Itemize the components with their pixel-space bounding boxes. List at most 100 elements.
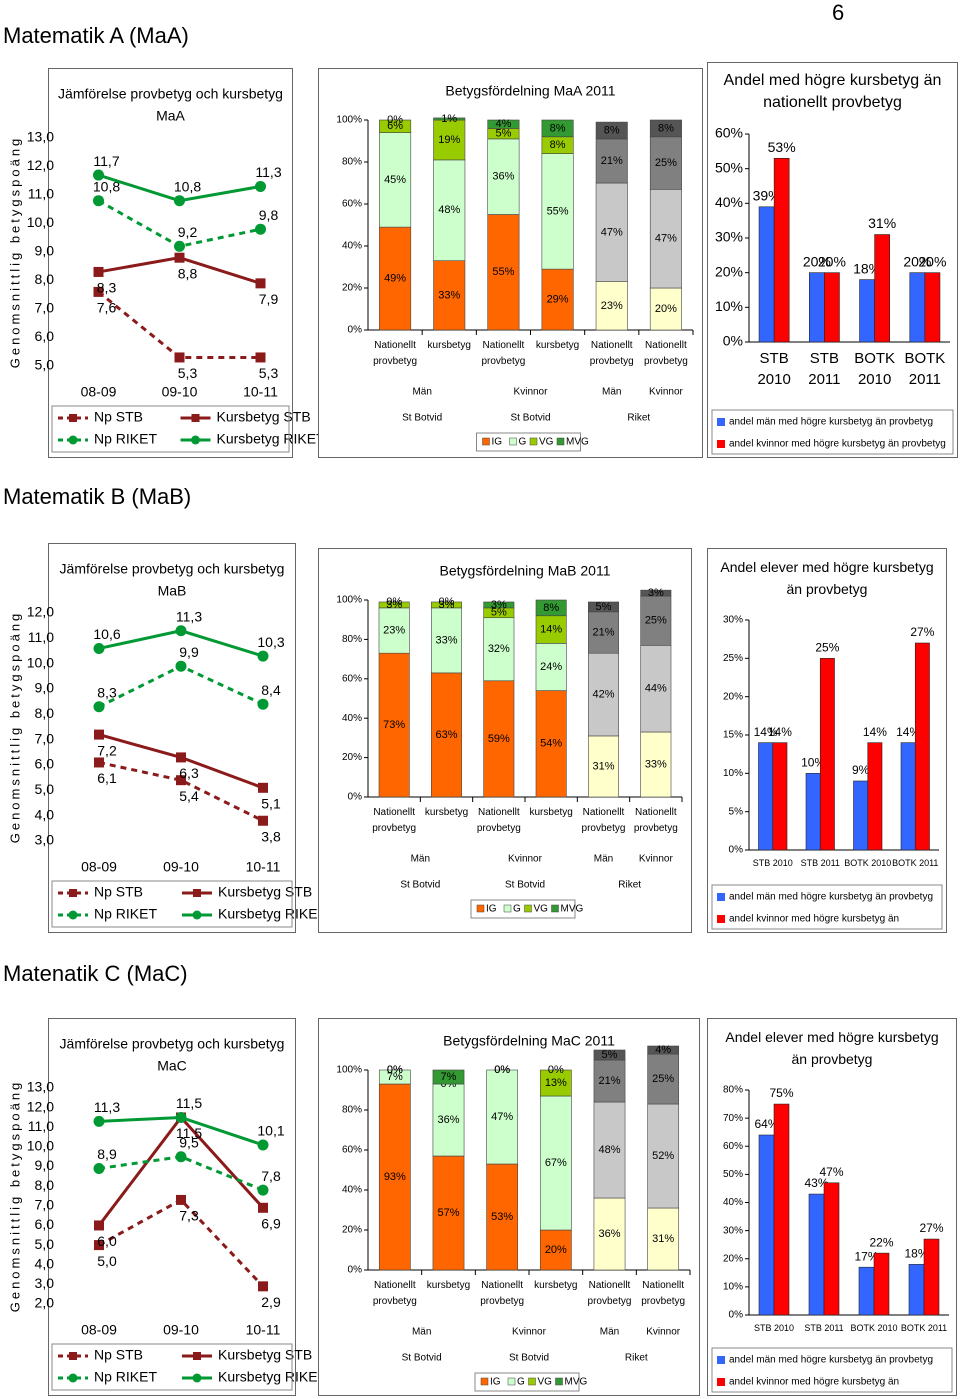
bar-segment [433,117,466,121]
data-label: 3% [439,599,455,611]
data-label: 63% [435,729,457,741]
data-label: 11,3 [176,608,202,624]
data-label: 8% [543,602,559,614]
point [93,266,104,277]
data-label: 11,7 [93,153,119,169]
bar-segment [535,690,567,798]
data-label: 57% [437,1207,459,1219]
data-label: 3% [648,587,664,599]
data-label: 0% [386,596,402,608]
data-label: 11,5 [176,1125,202,1141]
bar [858,1266,875,1316]
data-label: 7,2 [97,742,117,758]
legend-label: Np RIKET [94,906,157,922]
point [176,752,186,763]
data-label: 25% [815,641,839,655]
bar-segment [647,1053,680,1105]
group-label: St Botvid [400,880,440,891]
legend-label: G [517,1377,525,1388]
data-label: 32% [488,643,510,655]
data-label: 20% [903,253,931,269]
y-tick-label: 30% [715,229,743,245]
legend-box [711,1347,953,1393]
legend-swatch [717,1356,725,1364]
x-tick-label: BOTK 2011 [904,350,946,388]
chart-frame [48,1018,296,1396]
data-label: 36% [492,171,514,183]
x-tick-label: Nationellt provbetyg [481,340,526,367]
data-label: 27% [919,1221,943,1235]
data-label: 6,1 [97,770,117,786]
legend-box [51,880,293,928]
x-tick-label: 10-11 [246,859,281,875]
data-label: 9,8 [259,207,279,223]
y-tick-label: 11,0 [28,629,54,645]
bar [823,1182,840,1316]
legend-label: G [513,904,521,915]
group-label: St Botvid [505,880,545,891]
point [175,660,187,672]
bar-segment [535,643,567,691]
point [257,1139,269,1151]
text-box: kursbetyg [534,1280,577,1291]
point [258,1281,268,1292]
x-tick-label: kursbetyg [535,340,580,351]
bar-segment [595,281,628,331]
data-label: 1% [441,113,457,125]
data-label: 43% [804,1176,828,1190]
legend-swatch [528,1377,536,1386]
section-heading: Matematik A (MaA) [3,23,189,48]
data-label: 64% [754,1117,778,1131]
bar [808,272,825,343]
chart-title: Jämförelse provbetyg och kursbetyg [60,1036,285,1052]
x-tick-label: 08-09 [81,384,117,400]
data-label: 7,3 [179,1208,199,1224]
bar [908,1264,925,1316]
data-label: 20% [803,253,831,269]
data-label: 7,6 [97,300,117,316]
point [257,698,269,710]
point [174,352,185,363]
y-tick-label: 7,0 [35,300,55,316]
y-tick-label: 60% [342,199,362,210]
chart-frame [48,543,296,933]
data-label: 8,8 [178,265,198,281]
bar-segment [640,645,672,733]
data-label: 14% [768,725,792,739]
chart-subtitle: MaB [158,583,187,599]
y-tick-label: 10% [723,1282,743,1293]
legend-marker [68,910,78,920]
y-tick-label: 6,0 [35,756,55,772]
bar-segment [595,138,628,184]
data-label: 75% [769,1086,793,1100]
data-label: 21% [601,155,623,167]
text-box: Nationellt provbetyg [481,340,526,367]
group-label: Män [412,387,431,398]
point [258,1202,268,1213]
bar-segment [595,121,628,140]
data-label: 55% [547,205,569,217]
data-label: 48% [438,204,460,216]
x-tick-label: STB 2011 [800,858,840,868]
group-label: Kvinnor [508,854,543,865]
data-label: 21% [598,1075,620,1087]
text-box: Andel elever med högre kursbetyg än prov… [725,1029,938,1067]
chart-subtitle: MaC [157,1058,187,1074]
text-box: Nationellt provbetyg [477,807,521,834]
y-tick-label: 10% [715,298,743,314]
bar [805,773,821,851]
page-number: 6 [832,0,844,25]
group-label: Män [412,1327,431,1338]
text-box: Nationellt provbetyg [372,807,416,834]
bar-segment [649,287,682,331]
legend-label: Np STB [94,1347,143,1363]
data-label: 93% [384,1171,406,1183]
legend-box [470,899,576,919]
bar-segment [593,1059,626,1103]
point [174,195,185,207]
text-box: Nationellt provbetyg [641,1280,685,1307]
data-label: 25% [652,1073,674,1085]
legend-swatch [524,904,532,913]
y-tick-label: 7,0 [35,1197,55,1213]
point [175,1151,187,1163]
